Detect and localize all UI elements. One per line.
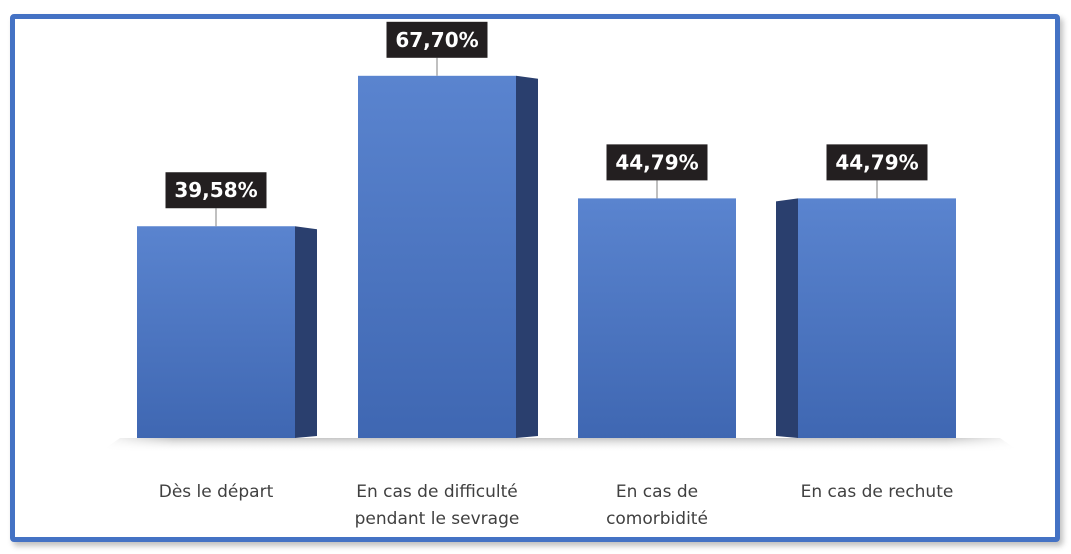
- data-label: 67,70%: [386, 21, 488, 76]
- bar: [578, 198, 736, 438]
- chart-floor: [100, 438, 1020, 452]
- category-label: En cas de comorbidité: [606, 482, 708, 529]
- bar: [137, 226, 317, 438]
- bar-front: [358, 75, 516, 439]
- data-label-box: [826, 144, 928, 181]
- bar-side: [516, 75, 538, 439]
- data-label-text: 39,58%: [174, 178, 257, 202]
- bar-side: [295, 226, 317, 438]
- category-label: Dès le départ: [159, 482, 274, 502]
- data-label-text: 44,79%: [615, 150, 698, 174]
- data-label-text: 67,70%: [395, 28, 478, 52]
- bar: [358, 75, 538, 439]
- bar-front: [798, 198, 956, 438]
- data-label-box: [165, 172, 267, 209]
- data-label: 44,79%: [826, 144, 928, 199]
- category-label: En cas de rechute: [801, 482, 954, 502]
- bar: [776, 198, 956, 438]
- bar-side: [776, 198, 798, 438]
- category-label: En cas de difficulté pendant le sevrage: [355, 482, 520, 529]
- bar-front: [137, 226, 295, 438]
- data-label-text: 44,79%: [835, 150, 918, 174]
- data-label: 44,79%: [606, 144, 708, 199]
- data-label: 39,58%: [165, 172, 267, 227]
- data-label-box: [606, 144, 708, 181]
- bar-front: [578, 198, 736, 438]
- data-label-box: [386, 21, 488, 58]
